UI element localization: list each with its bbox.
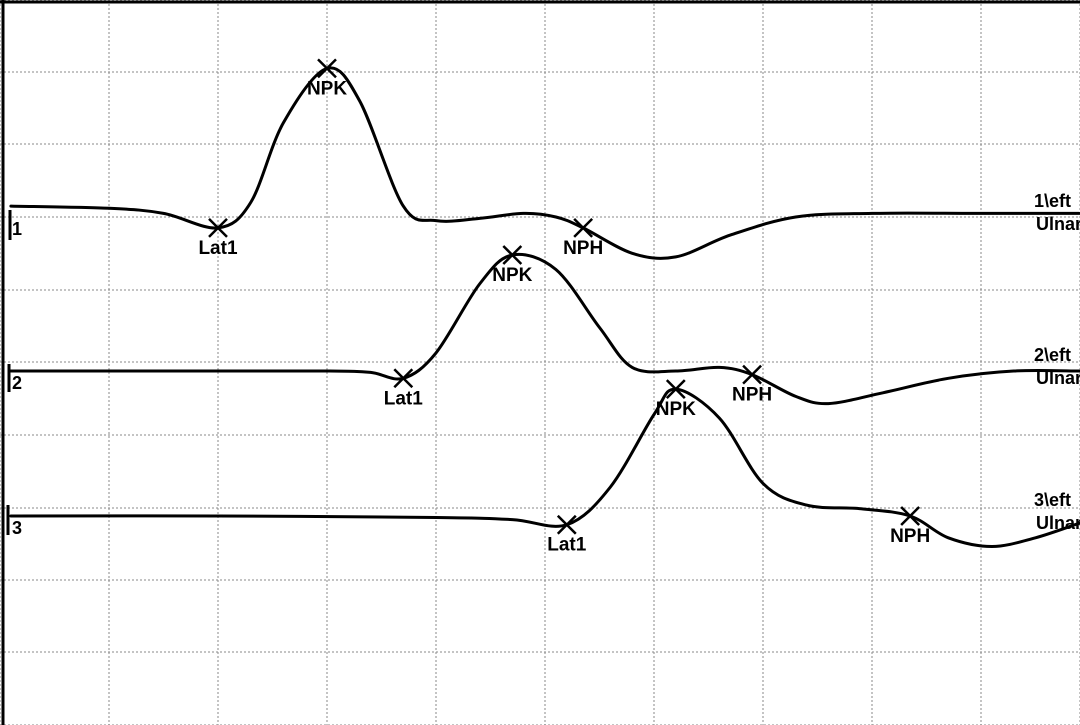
trace-1: 1 1\eft Ulnar Lat1 NPK NPH xyxy=(9,58,1080,260)
trace-2-line xyxy=(9,252,1080,406)
trace-2-number: 2 xyxy=(12,373,22,393)
trace-2-npk-cursor-b xyxy=(502,245,523,265)
trace-3-nerve-label: Ulnar xyxy=(1036,513,1080,533)
trace-1-number: 1 xyxy=(12,219,22,239)
trace-3: 3 3\eft Ulnar Lat1 NPK NPH xyxy=(9,379,1080,556)
trace-2-nph-label: NPH xyxy=(732,385,772,406)
trace-1-nph-label: NPH xyxy=(563,238,603,259)
trace-3-lat-cursor-b xyxy=(556,514,577,535)
trace-1-nerve-label: Ulnar xyxy=(1036,214,1080,234)
trace-1-side-label: 1\eft xyxy=(1034,191,1071,211)
traces-layer: 1 1\eft Ulnar Lat1 NPK NPH 2 2\eft Ulnar Lat1 NPK N… xyxy=(9,58,1080,556)
trace-2: 2 2\eft Ulnar Lat1 NPK NPH xyxy=(9,245,1080,409)
trace-2-nph-cursor-b xyxy=(742,364,762,385)
trace-1-lat-cursor-b xyxy=(208,217,228,238)
trace-1-npk-cursor-b xyxy=(317,58,337,79)
trace-3-lat-label: Lat1 xyxy=(547,535,587,556)
trace-3-npk-cursor-b xyxy=(665,379,686,400)
trace-2-npk-label: NPK xyxy=(492,265,532,286)
trace-1-line xyxy=(9,66,1080,260)
trace-1-lat-label: Lat1 xyxy=(198,238,238,259)
trace-1-nph-cursor-b xyxy=(573,217,594,238)
trace-3-number: 3 xyxy=(12,518,22,538)
trace-3-nph-label: NPH xyxy=(890,526,930,547)
trace-2-nerve-label: Ulnar xyxy=(1036,368,1080,388)
trace-2-side-label: 2\eft xyxy=(1034,345,1071,365)
trace-3-npk-label: NPK xyxy=(656,399,696,420)
trace-3-nph-cursor-b xyxy=(900,506,921,526)
trace-2-lat-cursor-b xyxy=(393,368,414,389)
trace-2-lat-label: Lat1 xyxy=(384,388,424,409)
trace-3-line xyxy=(9,387,1080,548)
trace-1-npk-label: NPK xyxy=(307,78,347,99)
trace-3-side-label: 3\eft xyxy=(1034,490,1071,510)
